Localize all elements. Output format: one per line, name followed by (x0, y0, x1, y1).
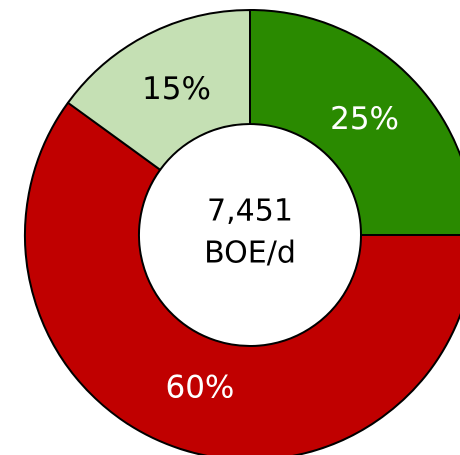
donut-slice (24, 101, 460, 455)
slice-label: 60% (165, 370, 234, 406)
center-unit: BOE/d (204, 236, 296, 271)
center-value: 7,451 (207, 194, 293, 229)
donut-slice (249, 9, 460, 236)
slice-label: 15% (142, 71, 211, 107)
slice-label: 25% (330, 101, 399, 137)
donut-slice (66, 9, 251, 171)
slices (24, 9, 460, 455)
